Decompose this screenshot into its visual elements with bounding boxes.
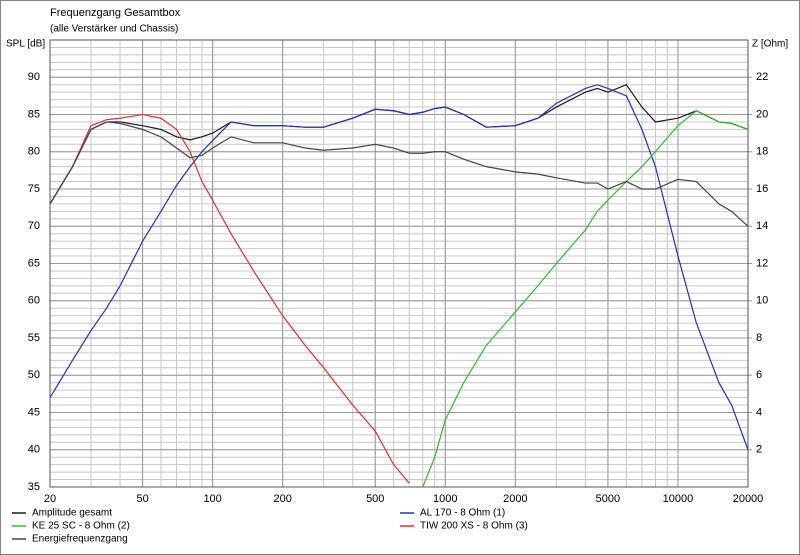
- series-line: [50, 113, 410, 484]
- series-line: [50, 84, 748, 450]
- y2-tick-label: 20: [756, 108, 768, 120]
- y2-tick-label: 12: [756, 257, 768, 269]
- legend-label: AL 170 - 8 Ohm (1): [420, 508, 505, 519]
- series-line: [50, 121, 748, 227]
- y2-tick-label: 22: [756, 71, 768, 83]
- y-tick-label: 85: [28, 108, 40, 120]
- y2-tick-label: 14: [756, 220, 768, 232]
- y-tick-label: 35: [28, 481, 40, 493]
- legend-label: Amplitude gesamt: [32, 508, 112, 519]
- series-line: [422, 110, 748, 487]
- y-tick-label: 45: [28, 406, 40, 418]
- y-tick-label: 40: [28, 444, 40, 456]
- y2-tick-label: 8: [756, 332, 762, 344]
- x-tick-label: 500: [366, 493, 384, 505]
- y2-tick-label: 10: [756, 295, 768, 307]
- y-tick-label: 55: [28, 332, 40, 344]
- legend-label: Energiefrequenzgang: [32, 534, 128, 545]
- y-tick-label: 50: [28, 369, 40, 381]
- y-tick-label: 70: [28, 220, 40, 232]
- x-tick-label: 1000: [433, 493, 457, 505]
- x-tick-label: 5000: [596, 493, 620, 505]
- y2-axis-label: Z [Ohm]: [752, 39, 788, 50]
- y2-tick-label: 6: [756, 369, 762, 381]
- plot-border: [49, 39, 749, 488]
- y-tick-label: 65: [28, 257, 40, 269]
- y-tick-label: 75: [28, 183, 40, 195]
- x-tick-label: 50: [136, 493, 148, 505]
- legend-label: TIW 200 XS - 8 Ohm (3): [420, 521, 528, 532]
- y-tick-label: 80: [28, 146, 40, 158]
- x-tick-label: 10000: [663, 493, 694, 505]
- x-tick-label: 20: [44, 493, 56, 505]
- x-tick-label: 200: [273, 493, 291, 505]
- legend-label: KE 25 SC - 8 Ohm (2): [32, 521, 130, 532]
- chart-subtitle: (alle Verstärker und Chassis): [50, 24, 178, 35]
- chart-title: Frequenzgang Gesamtbox: [50, 7, 181, 19]
- y-axis-label: SPL [dB]: [6, 39, 45, 50]
- y2-tick-label: 2: [756, 444, 762, 456]
- y2-tick-label: 4: [756, 406, 762, 418]
- x-tick-label: 100: [203, 493, 221, 505]
- y-tick-label: 90: [28, 71, 40, 83]
- x-tick-label: 2000: [503, 493, 527, 505]
- y2-tick-label: 16: [756, 183, 768, 195]
- x-tick-label: 20000: [733, 493, 764, 505]
- y2-tick-label: 18: [756, 146, 768, 158]
- y-tick-label: 60: [28, 295, 40, 307]
